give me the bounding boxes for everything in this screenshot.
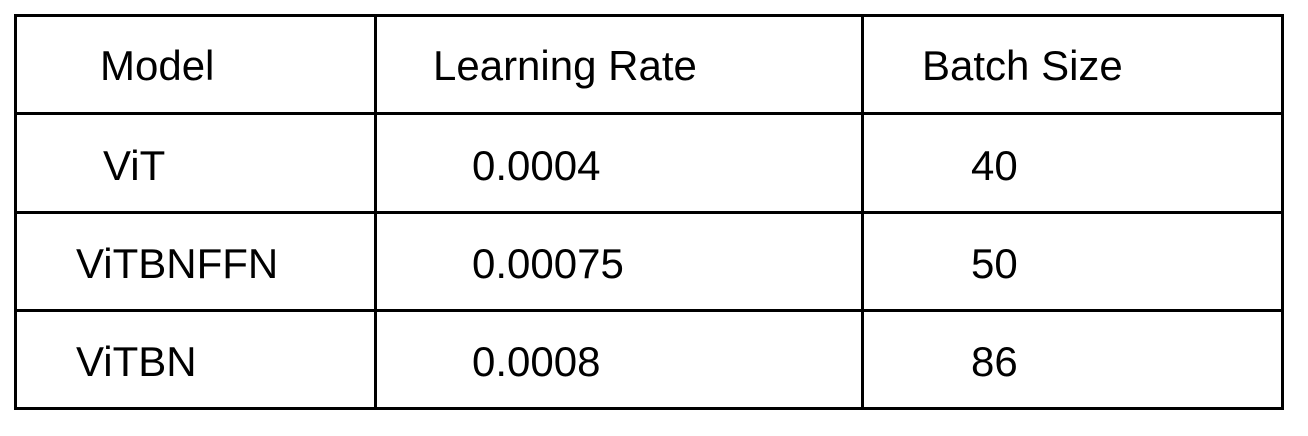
row-divider: [17, 309, 1281, 312]
cell-learning-rate: 0.00075: [472, 240, 624, 287]
header-batch-size: Batch Size: [922, 42, 1123, 89]
cell-batch-size: 86: [971, 338, 1018, 385]
cell-model: ViT: [103, 142, 166, 189]
header-model: Model: [100, 42, 215, 89]
cell-learning-rate: 0.0004: [472, 142, 601, 189]
row-divider: [17, 211, 1281, 214]
header-learning-rate: Learning Rate: [433, 42, 697, 89]
cell-batch-size: 40: [971, 142, 1018, 189]
cell-model: ViTBN: [76, 338, 197, 385]
cell-learning-rate: 0.0008: [472, 338, 601, 385]
row-divider: [17, 112, 1281, 115]
cell-batch-size: 50: [971, 240, 1018, 287]
hyperparameter-table: [14, 14, 1284, 410]
cell-model: ViTBNFFN: [76, 240, 279, 287]
